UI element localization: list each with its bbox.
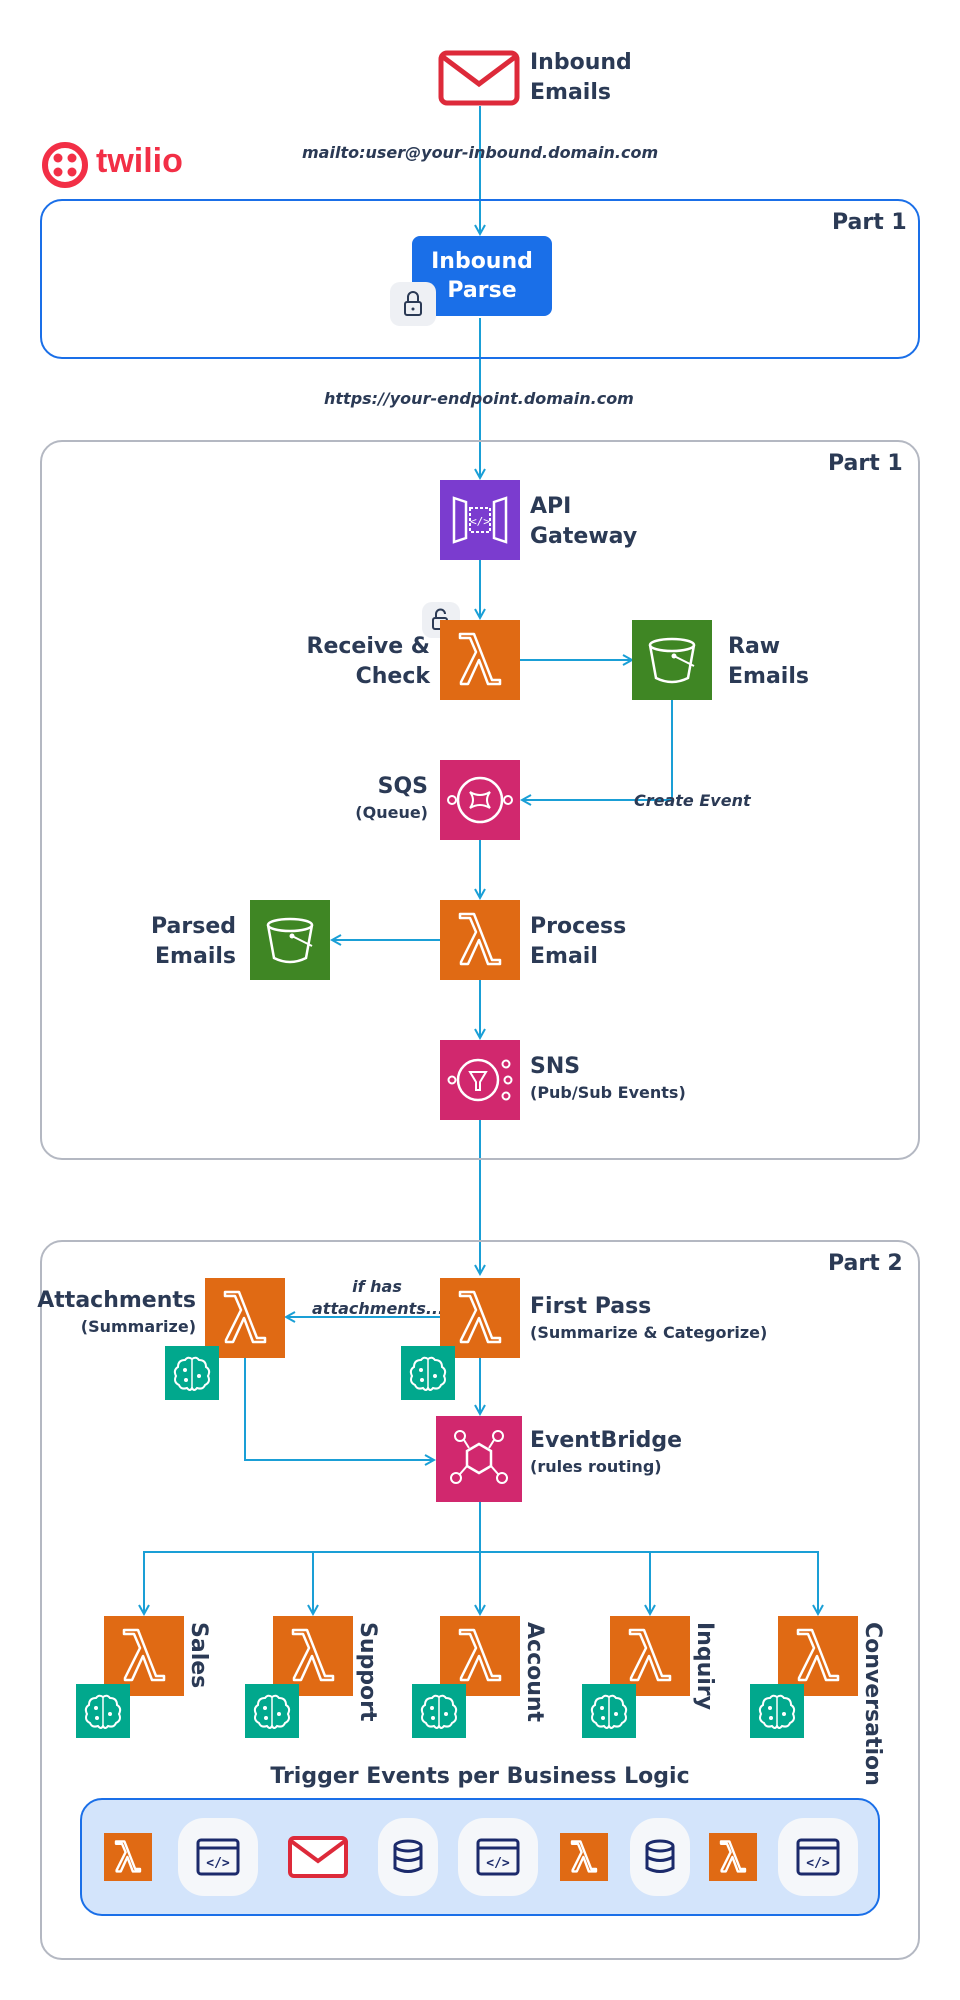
parsed-emails-bucket-icon xyxy=(250,900,330,980)
conversation-route-label: Conversation xyxy=(860,1622,885,1786)
account-lambda-icon xyxy=(440,1616,520,1696)
trigger-code-icon: </> xyxy=(778,1818,858,1896)
inbound-parse-button[interactable]: Inbound Parse xyxy=(412,236,552,316)
attachments-label: Attachments (Summarize) xyxy=(37,1288,196,1336)
if-has-attachments-label: if has attachments... xyxy=(312,1277,445,1318)
twilio-part1-label: Part 1 xyxy=(832,210,907,235)
twilio-part1-box xyxy=(40,199,920,359)
eventbridge-icon xyxy=(436,1416,522,1502)
twilio-logo: twilio xyxy=(40,140,210,190)
sqs-queue-icon xyxy=(440,760,520,840)
receive-check-label: Receive & Check xyxy=(306,634,430,689)
endpoint-label: https://your-endpoint.domain.com xyxy=(324,389,634,408)
trigger-lambda-icon xyxy=(552,1818,616,1896)
trigger-email-icon xyxy=(286,1818,350,1896)
attachments-bedrock-brain-icon xyxy=(165,1346,219,1400)
api-gateway-icon: </> xyxy=(440,480,520,560)
trigger-lambda-icon xyxy=(96,1818,160,1896)
support-bedrock-brain-icon xyxy=(245,1684,299,1738)
sales-lambda-icon xyxy=(104,1616,184,1696)
lock-icon xyxy=(390,282,436,326)
support-lambda-icon xyxy=(273,1616,353,1696)
sns-icon xyxy=(440,1040,520,1120)
create-event-label: Create Event xyxy=(634,791,751,810)
trigger-database-icon xyxy=(630,1818,690,1896)
aws-part1-label: Part 1 xyxy=(828,451,903,476)
twilio-wordmark: twilio xyxy=(96,142,183,180)
inquiry-lambda-icon xyxy=(610,1616,690,1696)
svg-text:</>: </> xyxy=(486,1856,510,1871)
sales-bedrock-brain-icon xyxy=(76,1684,130,1738)
inquiry-route-label: Inquiry xyxy=(692,1622,717,1710)
trigger-lambda-icon xyxy=(701,1818,765,1896)
support-route-label: Support xyxy=(355,1622,380,1722)
raw-emails-label: Raw Emails xyxy=(728,634,809,689)
sns-label: SNS (Pub/Sub Events) xyxy=(530,1054,686,1102)
sqs-label: SQS (Queue) xyxy=(355,774,428,822)
parsed-emails-label: Parsed Emails xyxy=(151,914,236,969)
mailto-label: mailto:user@your-inbound.domain.com xyxy=(302,143,659,162)
account-bedrock-brain-icon xyxy=(412,1684,466,1738)
inbound-emails-label: Inbound Emails xyxy=(530,50,632,105)
eventbridge-label: EventBridge (rules routing) xyxy=(530,1428,683,1476)
part2-label: Part 2 xyxy=(828,1251,903,1276)
trigger-code-icon: </> xyxy=(458,1818,538,1896)
process-email-lambda-icon xyxy=(440,900,520,980)
svg-text:</>: </> xyxy=(206,1856,230,1871)
svg-text:</>: </> xyxy=(806,1856,830,1871)
trigger-events-title: Trigger Events per Business Logic xyxy=(270,1764,690,1789)
conversation-lambda-icon xyxy=(778,1616,858,1696)
conversation-bedrock-brain-icon xyxy=(750,1684,804,1738)
receive-check-lambda-icon xyxy=(440,620,520,700)
inbound-email-icon xyxy=(438,50,520,106)
api-gateway-label: API Gateway xyxy=(530,494,638,549)
first-pass-lambda-icon xyxy=(440,1278,520,1358)
raw-emails-bucket-icon xyxy=(632,620,712,700)
trigger-code-icon: </> xyxy=(178,1818,258,1896)
inquiry-bedrock-brain-icon xyxy=(582,1684,636,1738)
svg-text:</>: </> xyxy=(470,515,490,528)
first-pass-label: First Pass (Summarize & Categorize) xyxy=(530,1294,768,1342)
process-email-label: Process Email xyxy=(530,914,627,969)
account-route-label: Account xyxy=(522,1622,547,1723)
aws-part1-box xyxy=(40,440,920,1160)
trigger-database-icon xyxy=(378,1818,438,1896)
part2-box xyxy=(40,1240,920,1960)
attachments-lambda-icon xyxy=(205,1278,285,1358)
first-pass-bedrock-brain-icon xyxy=(401,1346,455,1400)
sales-route-label: Sales xyxy=(186,1622,211,1689)
